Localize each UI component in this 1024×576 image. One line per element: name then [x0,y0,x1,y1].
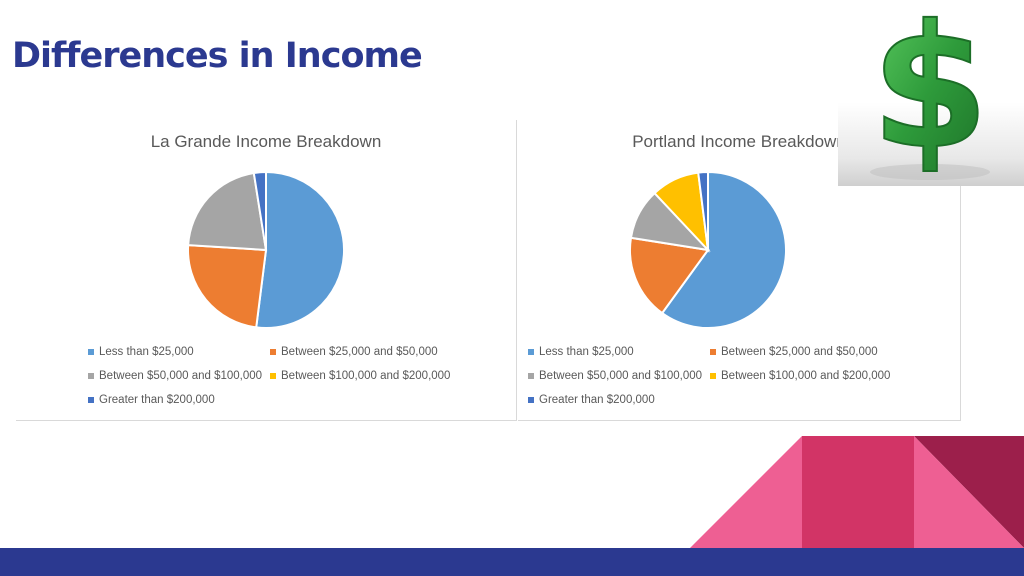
pink-triangle [690,436,802,548]
legend-label: Between $50,000 and $100,000 [539,370,703,382]
pie-slice-0 [660,170,787,329]
pie-slice-0 [255,170,346,329]
legend-swatch [528,397,534,403]
pie-slice-4 [252,170,267,251]
bottom-bar [0,548,1024,576]
decorative-triangles [690,436,1024,548]
legend-label: Greater than $200,000 [539,394,655,406]
magenta-square [802,436,914,548]
legend-label: Between $100,000 and $200,000 [721,370,891,382]
legend-item: Between $25,000 and $50,000 [710,346,878,358]
legend-swatch [270,349,276,355]
legend-item: Less than $25,000 [88,346,194,358]
legend-swatch [528,373,534,379]
legend-swatch [710,373,716,379]
legend-swatch [528,349,534,355]
pie-chart [187,170,346,329]
pie-slice-1 [629,236,710,315]
legend-swatch [88,373,94,379]
chart-title: La Grande Income Breakdown [150,132,382,151]
portland-chart: Portland Income Breakdown Less than $25,… [518,120,961,421]
legend-item: Greater than $200,000 [528,394,655,406]
light-pink-triangle [914,436,1024,548]
legend-item: Greater than $200,000 [88,394,215,406]
pie-slice-4 [697,170,709,251]
legend-swatch [710,349,716,355]
pie-slice-1 [187,244,268,329]
legend-label: Between $100,000 and $200,000 [281,370,451,382]
legend-swatch [270,373,276,379]
legend-swatch [88,397,94,403]
pie-chart [629,170,787,329]
legend-item: Between $100,000 and $200,000 [710,370,890,382]
dollar-sign-icon: $ [870,0,990,188]
legend-item: Between $50,000 and $100,000 [88,370,262,382]
legend-swatch [88,349,94,355]
legend-label: Less than $25,000 [99,346,194,358]
legend-label: Between $50,000 and $100,000 [99,370,263,382]
la-grande-chart: La Grande Income Breakdown Less than $25… [16,120,517,421]
legend-item: Between $25,000 and $50,000 [270,346,438,358]
pie-slice-2 [187,171,268,252]
legend-item: Between $50,000 and $100,000 [528,370,702,382]
dollar-sign-image: $ [838,0,1024,188]
legend-item: Between $100,000 and $200,000 [270,370,450,382]
legend-label: Greater than $200,000 [99,394,215,406]
chart-title: Portland Income Breakdown [632,132,846,151]
svg-text:$: $ [871,0,989,186]
legend-item: Less than $25,000 [528,346,634,358]
slide-title: Differences in Income [12,36,423,76]
legend-label: Less than $25,000 [539,346,634,358]
legend-label: Between $25,000 and $50,000 [721,346,878,358]
legend-label: Between $25,000 and $50,000 [281,346,438,358]
